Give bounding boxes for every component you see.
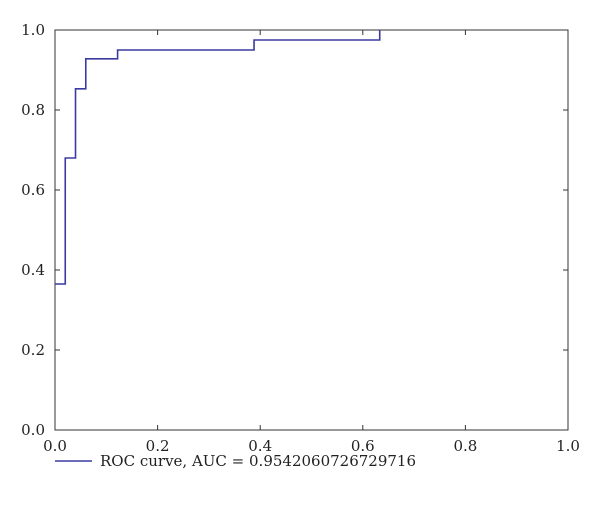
roc-curve-line [55,30,381,285]
x-tick-label: 0.2 [146,437,170,455]
plot-area [54,29,569,431]
plot-border [54,29,569,431]
x-tick-label: 0.4 [248,437,272,455]
y-tick-label: 0.8 [21,101,45,119]
y-tick-label: 1.0 [21,21,45,39]
x-tick-label: 0.6 [351,437,375,455]
y-axis: 0.0 0.2 0.4 0.6 0.8 1.0 [21,21,568,439]
y-tick-label: 0.4 [21,261,45,279]
y-tick-label: 0.0 [21,421,45,439]
x-tick-label: 0.8 [453,437,477,455]
x-tick-label: 1.0 [556,437,580,455]
x-tick-label: 0.0 [43,437,67,455]
x-axis: 0.0 0.2 0.4 0.6 0.8 1.0 [43,30,580,455]
series-layer [55,30,381,285]
y-tick-label: 0.2 [21,341,45,359]
legend: ROC curve, AUC = 0.9542060726729716 [55,452,416,470]
y-tick-label: 0.6 [21,181,45,199]
legend-label: ROC curve, AUC = 0.9542060726729716 [100,452,416,470]
